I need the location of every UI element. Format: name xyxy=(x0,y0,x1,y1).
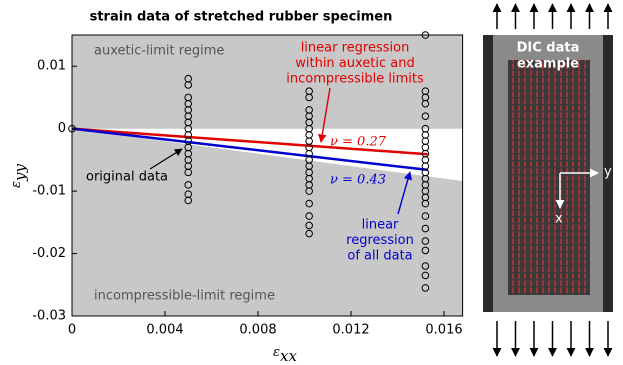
x-axis-subscript: xx xyxy=(280,347,297,365)
series-name: incompressible limits xyxy=(286,72,424,87)
plot-frame xyxy=(71,34,464,317)
x-tick-label: 0.016 xyxy=(425,323,462,338)
plot-background xyxy=(72,35,463,316)
x-tick-label: 0.008 xyxy=(239,323,276,338)
regression-line xyxy=(71,127,428,172)
series-label: ν = 0.43 xyxy=(330,173,386,188)
data-point xyxy=(305,221,313,230)
data-point xyxy=(305,199,313,208)
inset-axis: x xyxy=(555,212,563,227)
data-point xyxy=(184,168,193,177)
annotation: original data xyxy=(86,170,168,185)
series-name: linear regression xyxy=(301,41,410,56)
x-axis-symbol: ε xyxy=(273,345,280,360)
annotation-arrow xyxy=(318,87,331,143)
data-point xyxy=(184,196,193,205)
y-tick-label: -0.02 xyxy=(32,246,66,261)
series-name: linear xyxy=(362,218,399,233)
y-tick-label: 0 xyxy=(58,121,66,136)
x-tick-label: 0 xyxy=(68,323,76,338)
chart-title: strain data of stretched rubber specimen xyxy=(90,10,393,25)
data-point xyxy=(305,187,313,195)
y-axis-label-group: εyy xyxy=(9,164,30,188)
x-tick-label: 0.012 xyxy=(332,323,369,338)
x-tick-label: 0.004 xyxy=(146,323,183,338)
series-label: ν = 0.27 xyxy=(330,135,387,150)
inset-title: example xyxy=(517,57,579,72)
data-point xyxy=(421,237,430,245)
y-axis-symbol: ε xyxy=(9,181,24,188)
data-point xyxy=(421,199,430,208)
data-point xyxy=(421,224,430,233)
data-point xyxy=(184,181,193,189)
y-tick-label: 0.01 xyxy=(37,59,66,74)
series-name: of all data xyxy=(347,249,412,264)
data-point xyxy=(421,284,430,292)
y-axis-subscript: yy xyxy=(11,164,29,182)
data-point xyxy=(421,271,430,280)
y-tick-label: -0.03 xyxy=(32,309,66,324)
region-label: incompressible-limit regime xyxy=(94,289,275,304)
data-point xyxy=(421,212,430,220)
dic-inset: y x DIC data example xyxy=(483,35,613,312)
data-point xyxy=(184,81,193,89)
data-point xyxy=(305,93,313,102)
series-name: within auxetic and xyxy=(295,56,415,71)
y-tick-label: -0.01 xyxy=(32,184,66,199)
data-point xyxy=(421,99,430,108)
data-point xyxy=(421,246,430,255)
data-point xyxy=(421,112,430,120)
dic-vectors xyxy=(508,60,590,295)
valid-wedge xyxy=(72,128,463,181)
annotation-arrow xyxy=(149,148,183,170)
series-name: regression xyxy=(346,233,414,248)
region-label: auxetic-limit regime xyxy=(94,44,224,59)
regression-line xyxy=(71,127,428,156)
inset-title: DIC data xyxy=(517,41,580,56)
inset-axis: y xyxy=(604,165,612,180)
data-point xyxy=(305,212,313,220)
annotation-arrow xyxy=(397,171,412,215)
data-point xyxy=(421,262,430,270)
data-point xyxy=(305,229,313,238)
x-axis-label: εxx xyxy=(273,345,297,365)
y-axis-label: εyy xyxy=(9,164,30,188)
